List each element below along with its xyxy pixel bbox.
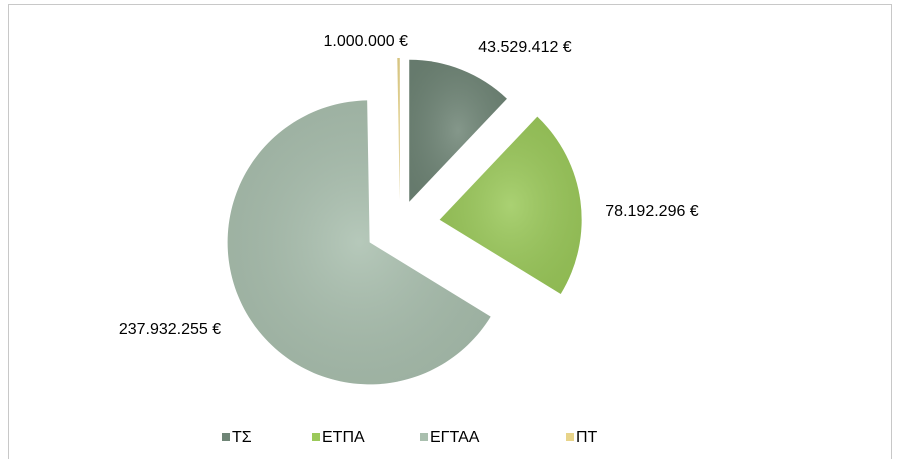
slice-shade	[409, 59, 507, 202]
slice-shade	[439, 116, 582, 294]
data-label: 43.529.412 €	[478, 39, 572, 56]
legend-swatch	[420, 433, 428, 441]
legend-label: ΕΤΠΑ	[322, 429, 365, 446]
data-label: 78.192.296 €	[605, 203, 699, 220]
legend-label: ΕΓΤΑΑ	[430, 429, 480, 446]
data-label: 237.932.255 €	[119, 321, 221, 338]
slice-shade	[397, 58, 400, 201]
chart-border	[8, 4, 892, 459]
data-label: 1.000.000 €	[323, 33, 408, 50]
legend-swatch	[222, 433, 230, 441]
legend-label: ΤΣ	[232, 429, 252, 446]
slice-shade	[227, 100, 491, 385]
legend-label: ΠΤ	[576, 429, 598, 446]
legend-swatch	[312, 433, 320, 441]
legend-swatch	[566, 433, 574, 441]
